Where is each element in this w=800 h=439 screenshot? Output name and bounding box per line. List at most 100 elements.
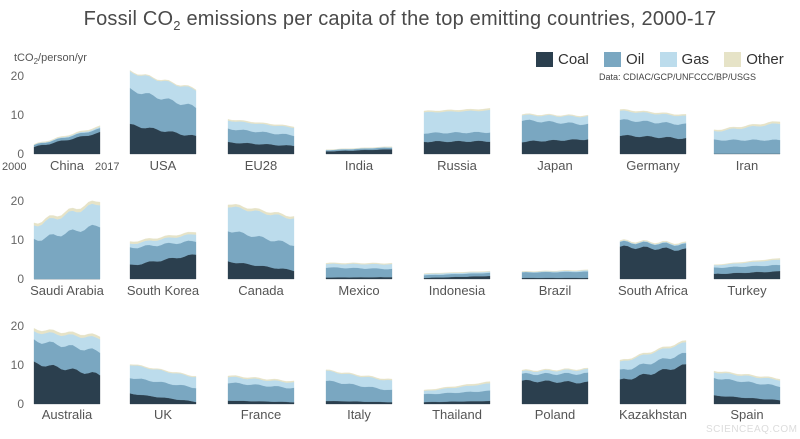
legend-label-coal: Coal	[558, 51, 589, 68]
panel-spain	[713, 370, 781, 405]
panel-canada	[227, 204, 295, 280]
panel-south-korea	[129, 231, 197, 280]
area-saudi-arabia-other	[33, 200, 101, 227]
panel-label-spain: Spain	[730, 407, 763, 422]
panel-france	[227, 375, 295, 405]
area-kazakhstan-other	[619, 340, 687, 362]
legend-swatch-oil	[604, 52, 622, 67]
panel-label-china: China	[50, 158, 85, 173]
panel-thailand	[423, 381, 491, 405]
area-uk-other	[129, 364, 197, 378]
panel-turkey	[713, 258, 781, 280]
legend-item-gas: Gas	[659, 51, 710, 68]
panel-saudi-arabia	[33, 200, 101, 280]
panel-kazakhstan	[619, 340, 687, 405]
watermark: SCIENCEAQ.COM	[706, 424, 798, 435]
title-text: Fossil CO	[83, 8, 174, 30]
panel-indonesia	[423, 270, 491, 280]
area-canada-other	[227, 204, 295, 220]
area-russia-other	[423, 108, 491, 113]
panel-label-indonesia: Indonesia	[429, 283, 486, 298]
row1-ytick-20: 20	[11, 69, 25, 83]
area-australia-other	[33, 328, 101, 340]
legend-swatch-other	[724, 52, 742, 67]
panel-label-brazil: Brazil	[539, 283, 572, 298]
title-rest: emissions per capita of the top emitting…	[180, 8, 717, 30]
panel-label-south-korea: South Korea	[127, 283, 200, 298]
area-indonesia-other	[423, 270, 491, 275]
legend: Coal Oil Gas Other	[536, 51, 795, 71]
unit-subscript: 2	[33, 57, 39, 67]
panel-japan	[521, 113, 589, 155]
area-poland-other	[521, 367, 589, 372]
panel-label-australia: Australia	[42, 407, 93, 422]
panel-label-thailand: Thailand	[432, 407, 482, 422]
area-russia-oil	[423, 131, 491, 143]
area-russia-coal	[423, 140, 491, 155]
row2-ytick-20: 20	[11, 194, 25, 208]
area-india-other	[325, 146, 393, 151]
area-turkey-other	[713, 258, 781, 266]
panel-usa	[129, 70, 197, 155]
chart-title: Fossil CO2 emissions per capita of the t…	[0, 8, 800, 33]
area-china-other	[33, 125, 101, 145]
panel-china	[33, 125, 101, 155]
area-mexico-other	[325, 262, 393, 265]
area-poland-coal	[521, 379, 589, 405]
row3-ytick-20: 20	[11, 319, 25, 333]
area-japan-coal	[521, 138, 589, 155]
row1-ytick-0: 0	[17, 147, 24, 161]
area-brazil-other	[521, 269, 589, 273]
panel-label-russia: Russia	[437, 158, 478, 173]
row3-ytick-10: 10	[11, 358, 25, 372]
panel-label-france: France	[241, 407, 281, 422]
panel-south-africa	[619, 239, 687, 280]
area-japan-other	[521, 113, 589, 118]
panel-mexico	[325, 262, 393, 280]
panel-label-mexico: Mexico	[338, 283, 379, 298]
area-south-korea-other	[129, 231, 197, 245]
panel-label-south-africa: South Africa	[618, 283, 689, 298]
panel-india	[325, 146, 393, 155]
panel-label-iran: Iran	[736, 158, 758, 173]
panel-label-poland: Poland	[535, 407, 575, 422]
area-eu28-other	[227, 119, 295, 129]
area-usa-other	[129, 70, 197, 91]
legend-label-other: Other	[746, 51, 784, 68]
legend-item-oil: Oil	[604, 51, 644, 68]
panel-brazil	[521, 269, 589, 280]
panel-iran	[713, 121, 781, 155]
year-label-end: 2017	[95, 161, 119, 173]
panel-label-japan: Japan	[537, 158, 572, 173]
panel-label-italy: Italy	[347, 407, 371, 422]
row3-ytick-0: 0	[17, 397, 24, 411]
legend-label-gas: Gas	[681, 51, 710, 68]
title-subscript: 2	[173, 18, 181, 33]
area-south-africa-other	[619, 239, 687, 246]
panel-label-eu28: EU28	[245, 158, 278, 173]
row2-ytick-10: 10	[11, 233, 25, 247]
area-italy-other	[325, 369, 393, 381]
area-russia-gas	[423, 109, 491, 134]
panel-label-saudi-arabia: Saudi Arabia	[30, 283, 104, 298]
legend-swatch-coal	[536, 52, 553, 67]
panel-uk	[129, 364, 197, 405]
panel-poland	[521, 367, 589, 405]
area-iran-oil	[713, 139, 781, 154]
panel-label-turkey: Turkey	[727, 283, 767, 298]
panel-label-canada: Canada	[238, 283, 284, 298]
panel-label-india: India	[345, 158, 374, 173]
row2-ytick-0: 0	[17, 272, 24, 286]
legend-item-coal: Coal	[536, 51, 589, 68]
area-france-other	[227, 375, 295, 383]
panel-label-kazakhstan: Kazakhstan	[619, 407, 687, 422]
year-label-start: 2000	[2, 161, 26, 173]
panel-italy	[325, 369, 393, 405]
area-spain-other	[713, 370, 781, 381]
y-unit-label: tCO2/person/yr	[14, 52, 87, 66]
row1-ytick-10: 10	[11, 108, 25, 122]
panel-label-germany: Germany	[626, 158, 680, 173]
legend-label-oil: Oil	[626, 51, 645, 68]
data-source: Data: CDIAC/GCP/UNFCCC/BP/USGS	[599, 72, 757, 82]
